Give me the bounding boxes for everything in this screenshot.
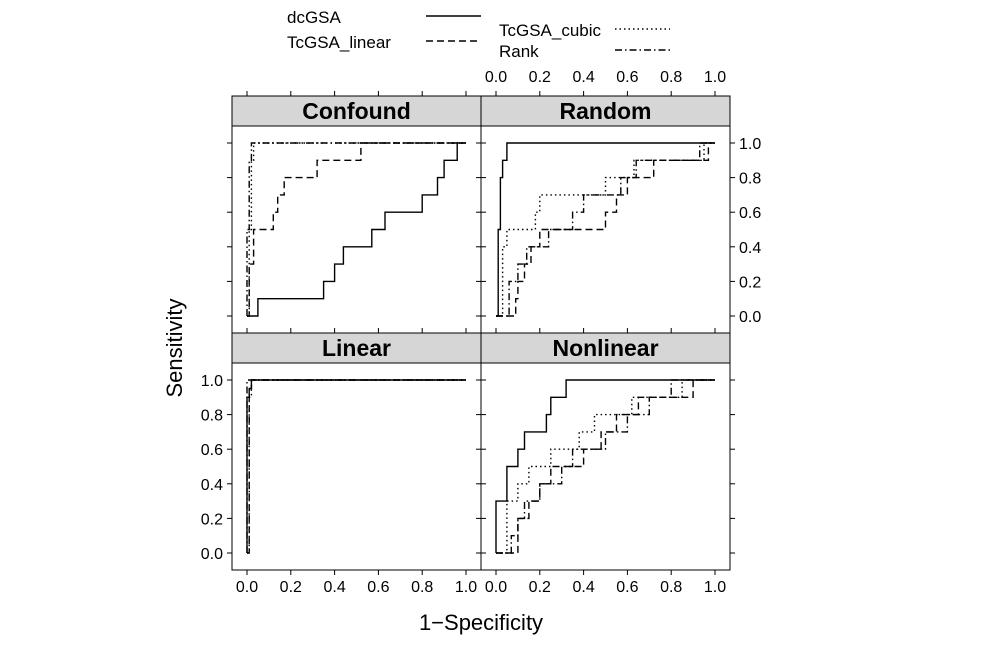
panel-strip: [480, 332, 731, 364]
series-line-tcgsa-linear: [247, 379, 466, 554]
series-line-rank: [246, 379, 466, 553]
x-tick-label: 0.0: [485, 69, 507, 86]
series-line-tcgsa-cubic: [496, 379, 715, 554]
legend: dcGSA TcGSA_linear TcGSA_cubic Rank: [287, 8, 670, 61]
series-line-tcgsa-linear: [247, 142, 466, 317]
panel-title: Confound: [302, 98, 411, 124]
panel-strip: [480, 95, 731, 127]
x-tick-label: 1.0: [455, 579, 477, 596]
x-tick-label: 1.0: [704, 69, 726, 86]
x-tick-label: 0.2: [529, 69, 551, 86]
panel-confound: Confound: [227, 91, 486, 338]
x-tick-label: 0.6: [367, 579, 389, 596]
panel-title: Linear: [322, 335, 391, 361]
x-tick-label: 0.0: [236, 579, 258, 596]
y-tick-label: 1.0: [201, 373, 223, 390]
panel-frame: [231, 362, 482, 571]
y-tick-label: 0.2: [201, 511, 223, 528]
x-tick-label: 0.4: [572, 69, 594, 86]
legend-label-tcgsa-cubic: TcGSA_cubic: [499, 21, 602, 40]
y-tick-label: 0.4: [739, 240, 761, 257]
panel-frame: [480, 362, 731, 571]
y-tick-label: 0.8: [739, 171, 761, 188]
panel-random: Random 0.0 0.2 0.4 0.6 0.8 1.0 0.0 0.2 0.4 0.6 0.8 1…: [476, 69, 761, 338]
y-tick-label: 0.0: [201, 546, 223, 563]
y-tick-label: 0.2: [739, 274, 761, 291]
x-tick-label: 0.2: [280, 579, 302, 596]
series-line-dcgsa: [247, 142, 466, 317]
series-line-dcgsa: [496, 142, 715, 317]
x-tick-label: 0.8: [411, 579, 433, 596]
panel-title: Nonlinear: [552, 335, 658, 361]
x-axis-title: 1−Specificity: [419, 610, 543, 635]
x-tick-label: 0.6: [616, 69, 638, 86]
y-tick-label: 0.6: [739, 205, 761, 222]
series-line-tcgsa-cubic: [247, 142, 466, 317]
y-tick-label: 0.6: [201, 442, 223, 459]
series-line-dcgsa: [495, 379, 715, 553]
x-tick-label: 0.4: [323, 579, 345, 596]
series-line-rank: [496, 379, 715, 554]
x-tick-label: 0.8: [660, 579, 682, 596]
panel-title: Random: [560, 98, 652, 124]
panel-nonlinear: Nonlinear 0.0 0.2 0.4 0.6 0.8 1.0: [476, 328, 735, 596]
series-line-tcgsa-linear: [496, 379, 715, 554]
series-line-rank: [246, 142, 466, 316]
x-tick-label: 0.6: [616, 579, 638, 596]
series-line-rank: [496, 142, 715, 317]
x-tick-label: 0.0: [485, 579, 507, 596]
y-tick-label: 0.4: [201, 477, 223, 494]
series-line-dcgsa: [246, 379, 466, 553]
x-tick-label: 0.2: [529, 579, 551, 596]
legend-label-tcgsa-linear: TcGSA_linear: [287, 33, 391, 52]
y-tick-label: 1.0: [739, 136, 761, 153]
panel-strip: [231, 95, 482, 127]
series-line-tcgsa-linear: [496, 142, 715, 317]
x-tick-label: 1.0: [704, 579, 726, 596]
panel-strip: [231, 332, 482, 364]
series-line-tcgsa-cubic: [496, 142, 715, 317]
y-axis-title: Sensitivity: [162, 298, 187, 397]
x-tick-label: 0.4: [572, 579, 594, 596]
x-tick-label: 0.8: [660, 69, 682, 86]
panel-frame: [231, 125, 482, 334]
series-line-tcgsa-cubic: [247, 379, 466, 554]
y-tick-label: 0.0: [739, 309, 761, 326]
y-tick-label: 0.8: [201, 408, 223, 425]
legend-label-dcgsa: dcGSA: [287, 8, 342, 27]
panel-linear: Linear 0.0 0.2 0.4 0.6 0.8 1.0 0.0 0.2 0.4 0.6 0.8 1…: [201, 328, 486, 596]
legend-label-rank: Rank: [499, 42, 539, 61]
